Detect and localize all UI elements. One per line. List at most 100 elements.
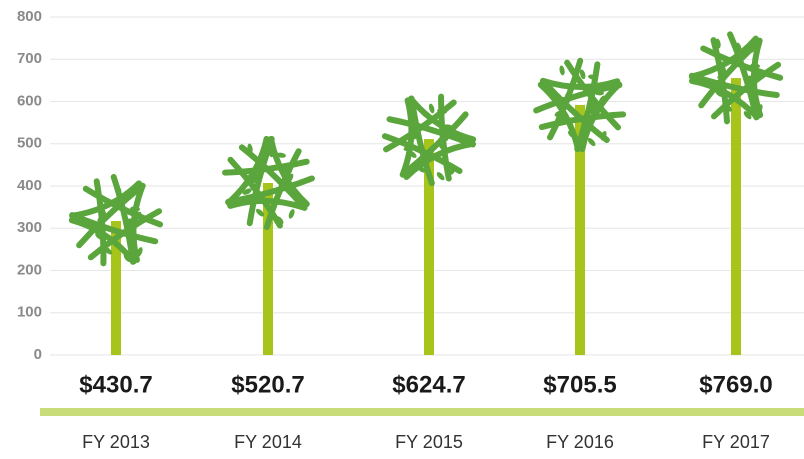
tree-leaf	[134, 211, 142, 221]
x-tick-label: FY 2013	[82, 432, 150, 452]
tree-leaf	[587, 137, 596, 147]
tree-leaf	[745, 75, 756, 81]
y-tick-label: 600	[17, 92, 42, 109]
tree-trunk	[575, 104, 585, 356]
tree-leaf	[567, 130, 577, 139]
tree-leaf	[589, 102, 600, 108]
tree-leaf	[276, 152, 286, 158]
value-label: $520.7	[231, 371, 304, 398]
value-label: $624.7	[392, 371, 465, 398]
tree-leaf	[101, 208, 107, 219]
tree-leaf	[286, 173, 294, 183]
value-label: $769.0	[699, 371, 772, 398]
tree-leaf	[278, 183, 285, 193]
tree-leaf	[744, 47, 754, 53]
tree-leaf	[90, 226, 100, 233]
tree-branch	[727, 31, 760, 121]
tree-leaf	[136, 247, 143, 257]
tree-branch	[246, 136, 275, 227]
x-tick-label: FY 2017	[702, 432, 770, 452]
tree-bar	[381, 93, 477, 355]
y-tick-label: 800	[17, 8, 42, 25]
value-label: $705.5	[543, 371, 616, 398]
tree-leaf	[255, 208, 265, 217]
tree-leaf	[559, 65, 565, 76]
tree-bar	[222, 135, 315, 355]
tree-leaf	[125, 218, 136, 224]
tree-branch	[688, 72, 780, 99]
tree-bar	[688, 31, 784, 355]
tree-leaf	[723, 103, 733, 112]
y-tick-label: 400	[17, 177, 42, 194]
y-tick-label: 300	[17, 219, 42, 236]
tree-leaf	[743, 111, 752, 120]
tree-leaf	[588, 74, 598, 80]
tree-leaf	[123, 254, 132, 263]
tree-leaf	[600, 131, 607, 141]
tree-branch	[76, 182, 146, 249]
tree-leaf	[594, 90, 605, 96]
y-tick-label: 200	[17, 261, 42, 278]
tree-leaf	[242, 188, 252, 195]
tree-leaf	[750, 63, 761, 69]
tree-bar	[68, 173, 164, 355]
tree-leaf	[436, 172, 445, 181]
x-tick-label: FY 2015	[395, 432, 463, 452]
value-label: $430.7	[79, 371, 152, 398]
x-tick-label: FY 2014	[234, 432, 302, 452]
tree-branch	[69, 212, 159, 245]
tree-branch	[698, 37, 763, 109]
tree-leaf	[443, 124, 454, 130]
tree-leaf	[414, 126, 420, 137]
tree-leaf	[715, 89, 724, 97]
y-tick-label: 100	[17, 304, 42, 321]
tree-leaf	[554, 110, 564, 117]
tree-leaf	[565, 92, 571, 103]
tree-leaf	[754, 68, 762, 78]
tree-leaf	[710, 83, 720, 90]
tree-leaf	[403, 144, 413, 151]
tree-leaf	[288, 209, 295, 219]
tree-leaf	[95, 181, 101, 192]
tree-leaf	[253, 170, 259, 181]
tree-trunk	[111, 221, 121, 355]
tree-leaf	[115, 185, 122, 196]
tree-leaf	[447, 129, 455, 139]
tree-branch	[110, 173, 136, 265]
tree-leaf	[559, 116, 568, 124]
tree-branch	[533, 82, 623, 114]
tree-leaf	[277, 180, 288, 186]
tree-leaf	[130, 206, 141, 212]
tree-leaf	[275, 216, 284, 225]
tree-leaf	[735, 42, 742, 53]
tree-leaf	[103, 246, 113, 255]
tree-branch	[539, 77, 610, 143]
tree-leaf	[746, 78, 753, 88]
tree-leaf	[282, 168, 293, 174]
tree-leaf	[590, 105, 597, 115]
tree-leaf	[408, 99, 414, 110]
tree-leaf	[124, 190, 134, 196]
tree-leaf	[95, 232, 104, 240]
tree-leaf	[438, 136, 449, 142]
tree-leaf	[247, 143, 253, 154]
tree-leaf	[267, 147, 274, 158]
tree-leaf	[126, 221, 133, 231]
tree-leaf	[439, 139, 446, 149]
tree-leaf	[408, 150, 417, 158]
tree-trunk	[424, 139, 434, 355]
tree-leaf	[756, 104, 763, 114]
tree-leaf	[449, 165, 456, 175]
tree-branch	[225, 175, 315, 206]
tree-leaf	[579, 69, 586, 80]
y-tick-label: 700	[17, 50, 42, 67]
tree-trunk	[263, 183, 273, 355]
tree-branch	[386, 116, 476, 148]
tree-leaf	[598, 95, 606, 105]
y-tick-label: 500	[17, 135, 42, 152]
tree-leaf	[715, 38, 721, 49]
tree-leaf	[416, 164, 426, 173]
tree-leaf	[247, 194, 256, 202]
tree-leaf	[437, 108, 447, 114]
